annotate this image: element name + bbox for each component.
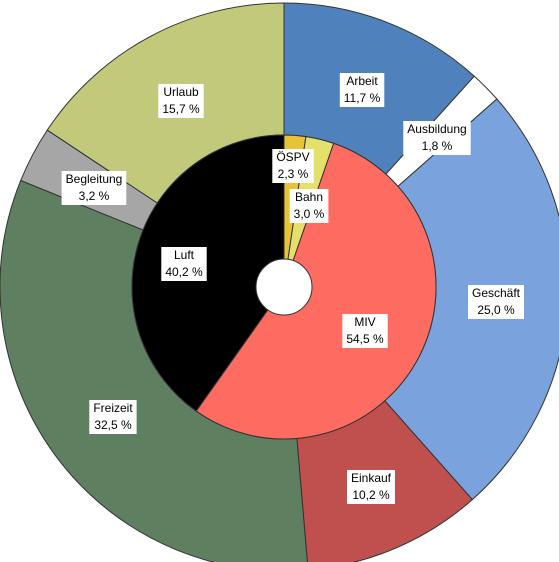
label-box-freizeit xyxy=(89,400,137,434)
label-einkauf: Einkauf 10,2 % xyxy=(347,470,395,504)
slice-luft xyxy=(131,134,285,412)
slice-miv xyxy=(195,142,437,440)
label-name-geschaeft: Geschäft xyxy=(472,286,521,300)
label-urlaub: Urlaub 15,7 % xyxy=(158,84,204,118)
label-value-arbeit: 11,7 % xyxy=(344,91,381,105)
label-value-luft: 40,2 % xyxy=(165,265,203,279)
center-hole xyxy=(255,258,313,316)
label-ausbildung: Ausbildung 1,8 % xyxy=(403,121,471,155)
label-value-freizeit: 32,5 % xyxy=(94,418,132,432)
label-value-urlaub: 15,7 % xyxy=(162,102,200,116)
label-begleitung: Begleitung 3,2 % xyxy=(61,171,127,205)
label-arbeit: Arbeit 11,7 % xyxy=(339,73,385,107)
label-name-bahn: Bahn xyxy=(295,190,323,204)
slice-labels: Arbeit 11,7 % Ausbildung 1,8 % Geschäft 25,0 … xyxy=(61,73,524,504)
label-box-oespv xyxy=(272,149,314,183)
label-box-bahn xyxy=(289,189,329,223)
label-name-arbeit: Arbeit xyxy=(346,74,378,88)
label-name-ausbildung: Ausbildung xyxy=(407,122,466,136)
label-value-oespv: 2,3 % xyxy=(278,167,309,181)
label-box-miv xyxy=(342,314,388,348)
label-name-einkauf: Einkauf xyxy=(351,471,392,485)
inner-ring xyxy=(131,134,437,440)
label-box-begleitung xyxy=(61,171,127,205)
label-box-urlaub xyxy=(158,84,204,118)
label-geschaeft: Geschäft 25,0 % xyxy=(468,285,524,319)
label-oespv: ÖSPV 2,3 % xyxy=(272,149,314,183)
label-value-geschaeft: 25,0 % xyxy=(477,303,515,317)
label-value-ausbildung: 1,8 % xyxy=(422,139,453,153)
label-box-geschaeft xyxy=(468,285,524,319)
label-box-luft xyxy=(161,247,207,281)
label-value-einkauf: 10,2 % xyxy=(352,488,390,502)
label-name-urlaub: Urlaub xyxy=(163,85,199,99)
label-name-oespv: ÖSPV xyxy=(276,150,309,164)
label-name-freizeit: Freizeit xyxy=(93,401,133,415)
label-name-luft: Luft xyxy=(174,248,195,262)
label-freizeit: Freizeit 32,5 % xyxy=(89,400,137,434)
label-bahn: Bahn 3,0 % xyxy=(289,189,329,223)
label-box-einkauf xyxy=(347,470,395,504)
label-box-ausbildung xyxy=(403,121,471,155)
label-name-begleitung: Begleitung xyxy=(66,172,123,186)
label-box-arbeit xyxy=(339,73,385,107)
label-value-bahn: 3,0 % xyxy=(294,207,325,221)
label-name-miv: MIV xyxy=(354,315,375,329)
label-value-miv: 54,5 % xyxy=(346,332,384,346)
label-luft: Luft 40,2 % xyxy=(161,247,207,281)
label-miv: MIV 54,5 % xyxy=(342,314,388,348)
label-value-begleitung: 3,2 % xyxy=(79,189,110,203)
